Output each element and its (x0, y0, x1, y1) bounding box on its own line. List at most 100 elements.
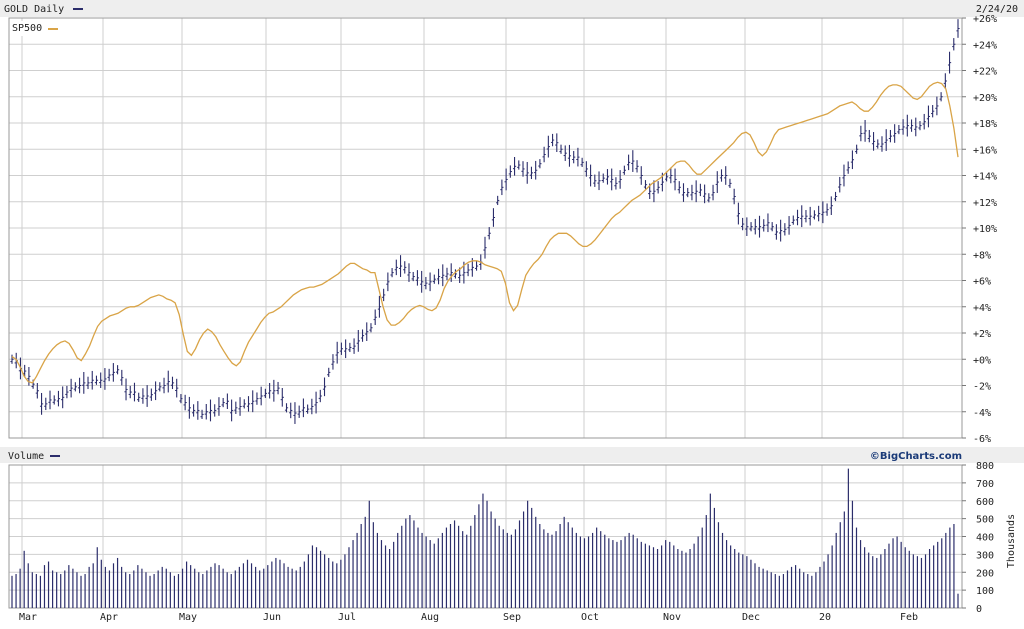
gold-ohlc-bar (508, 165, 512, 178)
gold-ohlc-bar (259, 386, 263, 406)
gold-ohlc-bar (664, 172, 669, 182)
gold-ohlc-bar (643, 180, 648, 190)
gold-ohlc-bar (466, 263, 470, 277)
gold-ohlc-bar (610, 168, 614, 191)
gold-ohlc-bar (166, 370, 170, 393)
x-tick-label: Jul (338, 612, 356, 623)
gold-ohlc-bar (56, 390, 61, 407)
gold-ohlc-bar (441, 264, 445, 287)
gold-ohlc-bar (914, 117, 918, 137)
gold-ohlc-bar (622, 165, 626, 175)
price-y-tick-label: +16% (973, 145, 997, 156)
gold-ohlc-bar (124, 378, 128, 401)
gold-ohlc-bar (838, 176, 842, 193)
gold-ohlc-bar (297, 405, 301, 418)
gold-ohlc-bar (943, 73, 947, 89)
x-tick-label: Nov (663, 612, 681, 623)
volume-y-tick-label: 600 (976, 497, 994, 508)
legend-box (10, 21, 64, 36)
gold-ohlc-bar (217, 397, 221, 416)
x-tick-label: Feb (900, 612, 918, 623)
gold-ohlc-bar (179, 394, 183, 404)
gold-ohlc-bar (149, 388, 153, 401)
gold-ohlc-bar (69, 378, 73, 398)
gold-ohlc-bar (458, 267, 462, 283)
gold-ohlc-bar (234, 401, 238, 414)
gold-ohlc-bar (487, 227, 491, 240)
gold-ohlc-bar (483, 236, 487, 259)
gold-ohlc-bar (517, 160, 521, 170)
gold-ohlc-bar (27, 366, 31, 386)
gold-ohlc-bar (82, 371, 86, 394)
symbol-legend-swatch (73, 8, 83, 10)
gold-ohlc-bar (884, 129, 888, 151)
gold-ohlc-bar (812, 210, 817, 220)
price-y-tick-label: +12% (973, 198, 997, 209)
x-tick-label: Oct (581, 612, 599, 623)
gold-ohlc-bar (774, 224, 779, 240)
gold-ohlc-bar (563, 145, 567, 161)
gold-ohlc-bar (65, 385, 69, 399)
volume-y-tick-label: 0 (976, 604, 982, 615)
gold-ohlc-bar (588, 164, 593, 187)
gold-ohlc-bar (128, 385, 132, 399)
gold-ohlc-bar (855, 144, 859, 154)
gold-ohlc-bar (724, 166, 728, 185)
gold-ohlc-bar (407, 263, 411, 282)
sp500-series (11, 81, 959, 384)
gold-ohlc-bar (893, 124, 897, 143)
gold-ohlc-bar (880, 136, 884, 152)
volume-legend-swatch (50, 455, 60, 457)
price-y-tick-label: +18% (973, 119, 997, 130)
gold-ohlc-bar (935, 96, 939, 116)
volume-y-tick-label: 200 (976, 568, 994, 579)
gold-ohlc-bar (377, 295, 382, 318)
gold-ohlc-bar (905, 114, 909, 137)
gold-ohlc-bar (48, 390, 52, 410)
gold-ohlc-bar (770, 222, 774, 232)
gold-ohlc-bar (420, 270, 424, 293)
gold-ohlc-bar (800, 205, 804, 228)
gold-ohlc-bar (555, 133, 559, 153)
gold-ohlc-bar (728, 178, 732, 188)
legend-sp500-label: SP500 (12, 23, 42, 34)
volume-y-tick-label: 100 (976, 586, 994, 597)
gold-ohlc-bar (703, 184, 707, 204)
gold-ohlc-bar (512, 156, 517, 176)
price-y-tick-label: +0% (973, 355, 991, 366)
gold-ohlc-bar (829, 196, 833, 216)
gold-ohlc-bar (170, 376, 175, 390)
gold-ohlc-bar (90, 370, 94, 390)
gold-ohlc-bar (673, 168, 677, 191)
gold-ohlc-bar (145, 385, 149, 407)
gold-ohlc-bar (10, 354, 14, 364)
gold-ohlc-bar (196, 401, 200, 420)
price-y-tick-label: -2% (973, 382, 991, 393)
gold-ohlc-bar (567, 144, 572, 167)
volume-y-axis: 800 700 600 500 400 300 200 100 0 (962, 461, 994, 615)
price-y-axis: +26% +24% +22% +20% +18% +16% +14% +12% +10% +8% +… (962, 14, 997, 445)
gold-ohlc-bar (137, 392, 141, 402)
price-y-tick-label: -4% (973, 408, 991, 419)
price-y-tick-label: +14% (973, 172, 997, 183)
gold-ohlc-bar (268, 383, 272, 399)
gold-ohlc-bar (804, 210, 808, 223)
gold-ohlc-bar (677, 181, 681, 194)
gold-ohlc-bar (529, 166, 534, 180)
gold-ohlc-bar (888, 129, 893, 143)
gold-ohlc-bar (757, 215, 762, 238)
gold-ohlc-bar (787, 216, 791, 235)
gold-ohlc-bar (132, 382, 137, 402)
gold-ohlc-bar (365, 322, 369, 342)
volume-y-tick-label: 400 (976, 533, 994, 544)
gold-ohlc-bar (306, 404, 310, 414)
gold-ohlc-bar (871, 132, 876, 151)
volume-label: Volume (8, 451, 44, 462)
gold-ohlc-bar (428, 272, 432, 292)
gold-ohlc-bar (745, 217, 749, 237)
price-y-tick-label: +4% (973, 303, 991, 314)
gold-ohlc-bar (686, 187, 690, 198)
gold-ohlc-bar (901, 119, 905, 135)
price-y-tick-label: +20% (973, 93, 997, 104)
gold-ohlc-bar (504, 168, 508, 191)
